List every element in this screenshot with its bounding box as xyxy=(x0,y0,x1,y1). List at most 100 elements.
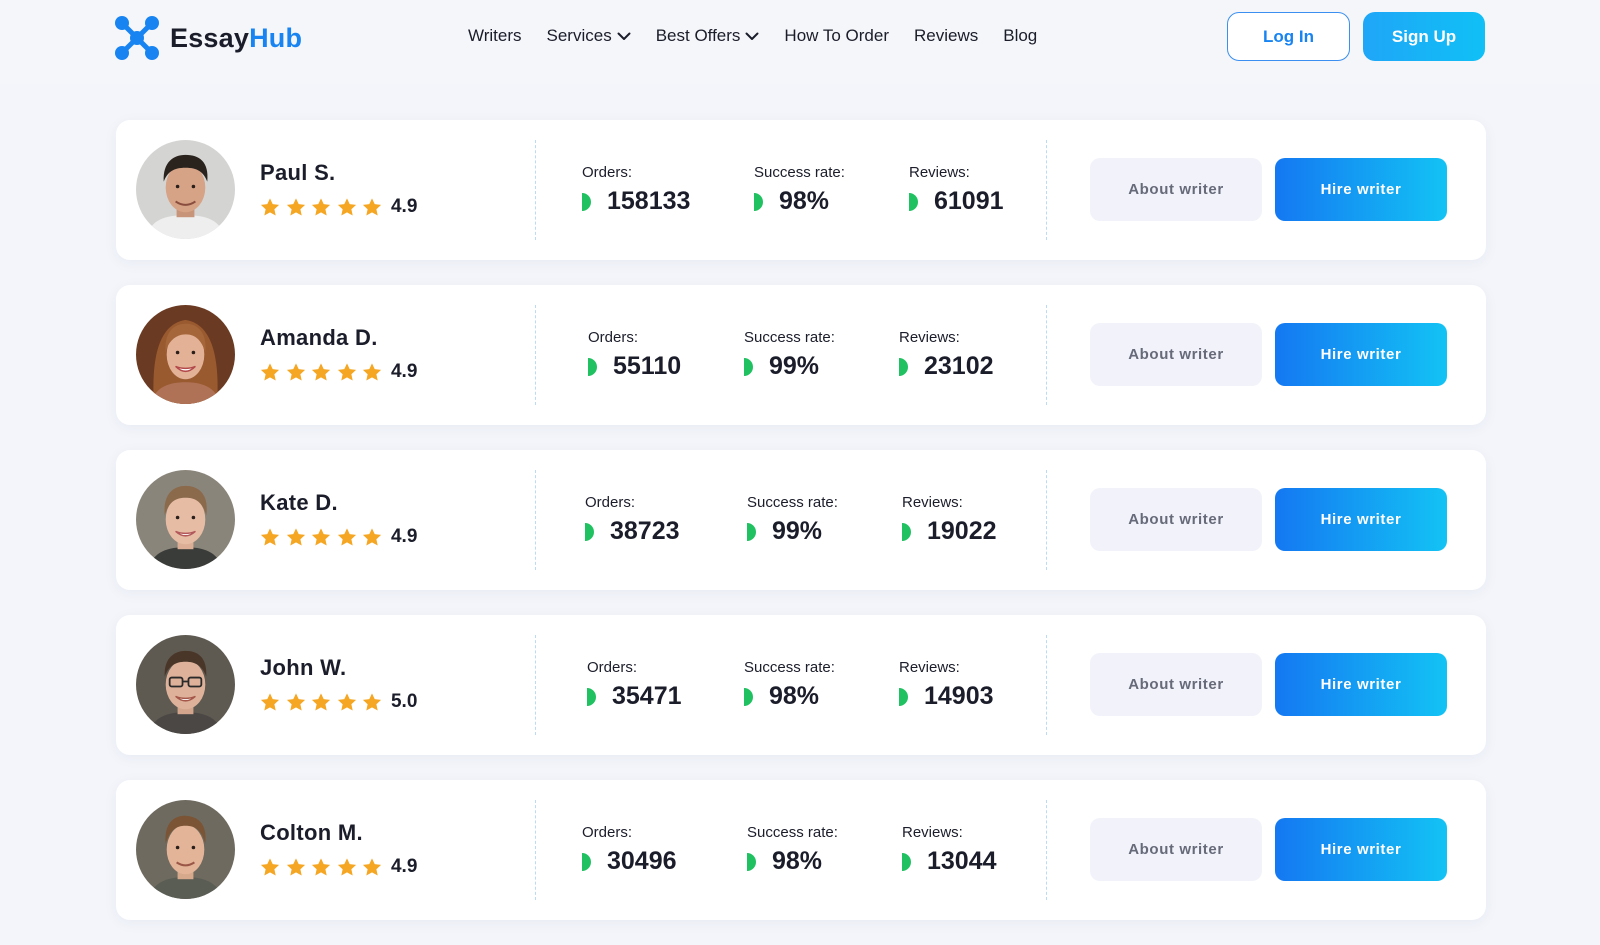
half-circle-icon xyxy=(909,192,918,211)
orders-value: 35471 xyxy=(612,682,682,710)
half-circle-icon xyxy=(902,852,911,871)
hire-writer-button[interactable]: Hire writer xyxy=(1275,653,1447,716)
star-icon xyxy=(312,527,331,546)
nav-reviews[interactable]: Reviews xyxy=(914,26,978,46)
half-circle-icon xyxy=(744,687,753,706)
avatar[interactable] xyxy=(136,635,235,734)
success-label: Success rate: xyxy=(747,494,838,511)
star-icon xyxy=(286,527,305,546)
rating-value: 4.9 xyxy=(390,856,418,877)
star-rating: 4.9 xyxy=(259,856,417,878)
brand-name-part2: Hub xyxy=(249,22,303,53)
star-icon xyxy=(286,692,305,711)
reviews-value: 61091 xyxy=(934,187,1004,215)
nav-services[interactable]: Services xyxy=(547,26,631,46)
about-writer-button[interactable]: About writer xyxy=(1090,488,1262,551)
divider xyxy=(1046,470,1047,570)
success-label: Success rate: xyxy=(747,824,838,841)
half-circle-icon xyxy=(587,687,596,706)
main-nav: Writers Services Best Offers How To Orde… xyxy=(468,0,1062,72)
about-writer-button[interactable]: About writer xyxy=(1090,323,1262,386)
about-writer-button[interactable]: About writer xyxy=(1090,653,1262,716)
half-circle-icon xyxy=(582,852,591,871)
star-icon xyxy=(337,197,356,216)
avatar[interactable] xyxy=(136,140,235,239)
hire-writer-button[interactable]: Hire writer xyxy=(1275,323,1447,386)
hire-writer-button[interactable]: Hire writer xyxy=(1275,488,1447,551)
divider xyxy=(535,305,536,405)
writer-name[interactable]: Paul S. xyxy=(260,160,336,185)
avatar[interactable] xyxy=(136,470,235,569)
divider xyxy=(1046,140,1047,240)
orders-stat: Orders: 30496 xyxy=(581,824,677,876)
star-icon xyxy=(286,362,305,381)
reviews-value: 14903 xyxy=(924,682,994,710)
star-icon xyxy=(312,197,331,216)
reviews-stat: Reviews: 23102 xyxy=(898,329,994,381)
nav-blog-label: Blog xyxy=(1003,26,1038,45)
star-icon xyxy=(312,857,331,876)
star-icon xyxy=(337,857,356,876)
nav-how-to-order-label: How To Order xyxy=(784,26,889,45)
reviews-label: Reviews: xyxy=(902,824,963,841)
nav-writers[interactable]: Writers xyxy=(468,26,522,46)
writer-name[interactable]: Colton M. xyxy=(260,820,363,845)
success-value: 99% xyxy=(772,517,823,545)
success-label: Success rate: xyxy=(744,659,835,676)
nav-best-offers-label: Best Offers xyxy=(655,26,741,45)
writer-name[interactable]: John W. xyxy=(260,655,347,680)
orders-value: 158133 xyxy=(607,187,691,215)
success-label: Success rate: xyxy=(754,164,845,181)
reviews-label: Reviews: xyxy=(899,329,960,346)
nav-writers-label: Writers xyxy=(468,26,522,45)
reviews-label: Reviews: xyxy=(902,494,963,511)
avatar[interactable] xyxy=(136,305,235,404)
orders-label: Orders: xyxy=(582,164,633,181)
half-circle-icon xyxy=(747,852,756,871)
divider xyxy=(535,635,536,735)
nav-how-to-order[interactable]: How To Order xyxy=(784,26,889,46)
writer-name[interactable]: Amanda D. xyxy=(260,325,378,350)
success-value: 99% xyxy=(769,352,820,380)
writer-card: Paul S. 4.9 Orders: 158133 Success rate:… xyxy=(116,120,1486,260)
half-circle-icon xyxy=(754,192,763,211)
signup-button[interactable]: Sign Up xyxy=(1363,12,1485,61)
orders-label: Orders: xyxy=(588,329,639,346)
hire-writer-button[interactable]: Hire writer xyxy=(1275,158,1447,221)
half-circle-icon xyxy=(582,192,591,211)
about-writer-button[interactable]: About writer xyxy=(1090,818,1262,881)
nav-best-offers[interactable]: Best Offers xyxy=(656,26,760,46)
divider xyxy=(535,470,536,570)
star-icon xyxy=(260,857,280,876)
reviews-value: 19022 xyxy=(927,517,997,545)
divider xyxy=(1046,800,1047,900)
success-stat: Success rate: 99% xyxy=(743,329,835,381)
rating-value: 4.9 xyxy=(390,526,418,547)
brand-name-part1: Essay xyxy=(170,22,250,53)
avatar[interactable] xyxy=(136,800,235,899)
about-writer-button[interactable]: About writer xyxy=(1090,158,1262,221)
star-icon xyxy=(337,692,356,711)
rating-value: 4.9 xyxy=(390,196,418,217)
writer-photo xyxy=(136,635,235,734)
star-icon xyxy=(337,527,356,546)
brand-logo[interactable]: EssayHub xyxy=(114,15,302,61)
success-value: 98% xyxy=(772,847,823,875)
writer-card: Colton M. 4.9 Orders: 30496 Success rate… xyxy=(116,780,1486,920)
star-icon xyxy=(260,362,280,381)
writer-card: John W. 5.0 Orders: 35471 Success rate: … xyxy=(116,615,1486,755)
half-circle-icon xyxy=(744,357,753,376)
writer-name[interactable]: Kate D. xyxy=(260,490,338,515)
login-button[interactable]: Log In xyxy=(1227,12,1350,61)
orders-stat: Orders: 55110 xyxy=(587,329,681,381)
hire-writer-button[interactable]: Hire writer xyxy=(1275,818,1447,881)
reviews-label: Reviews: xyxy=(909,164,970,181)
reviews-value: 13044 xyxy=(927,847,997,875)
half-circle-icon xyxy=(585,522,594,541)
orders-label: Orders: xyxy=(585,494,636,511)
reviews-stat: Reviews: 61091 xyxy=(908,164,1004,216)
writer-photo xyxy=(136,470,235,569)
nav-blog[interactable]: Blog xyxy=(1003,26,1037,46)
half-circle-icon xyxy=(899,357,908,376)
reviews-label: Reviews: xyxy=(899,659,960,676)
